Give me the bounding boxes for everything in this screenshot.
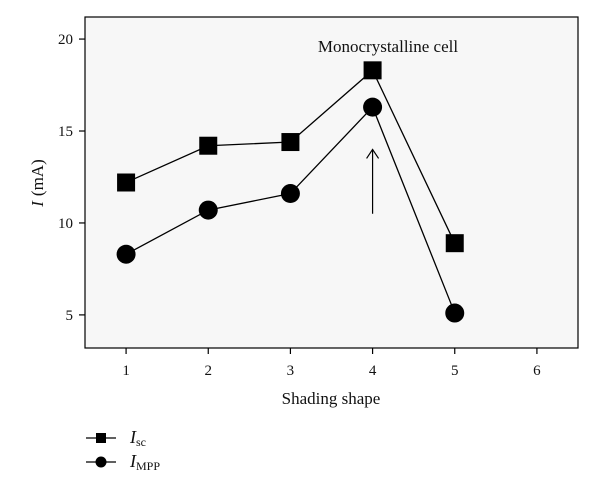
x-tick-label: 4	[369, 363, 377, 379]
arrow-head	[366, 148, 380, 159]
data-point-mpp	[363, 97, 383, 117]
legend-label-impp: IMPP	[129, 451, 160, 473]
legend-label-isc-sub: sc	[136, 435, 146, 449]
data-point-mpp	[198, 200, 218, 220]
x-tick-label: 5	[451, 363, 459, 379]
data-point-sc	[117, 173, 136, 192]
data-point-sc	[199, 136, 218, 155]
legend-item-impp: IMPP	[86, 451, 160, 473]
legend-label-isc-main: I	[129, 427, 137, 447]
y-axis-title-unit: (mA)	[28, 159, 47, 196]
data-point-sc	[281, 133, 300, 152]
y-tick-label: 10	[58, 216, 73, 232]
x-tick-label: 2	[205, 363, 213, 379]
data-point-mpp	[280, 184, 300, 204]
x-tick-label: 6	[533, 363, 541, 379]
y-tick-label: 5	[66, 308, 74, 324]
data-point-mpp	[445, 303, 465, 323]
legend-marker-circle	[95, 456, 107, 468]
x-axis: 1 2 3 4 5 6	[122, 348, 541, 379]
legend-item-isc: Isc	[86, 427, 146, 449]
legend-label-isc: Isc	[129, 427, 146, 449]
x-tick-label: 1	[122, 363, 130, 379]
legend-marker-square	[96, 433, 106, 443]
series-layer	[116, 61, 465, 323]
data-point-sc	[363, 61, 382, 80]
legend-label-impp-sub: MPP	[136, 459, 160, 473]
data-point-sc	[445, 234, 464, 253]
legend: Isc IMPP	[86, 427, 160, 473]
y-tick-label: 20	[58, 32, 73, 48]
annotation-text: Monocrystalline cell	[318, 37, 458, 56]
annotation-arrow	[366, 148, 380, 214]
legend-label-impp-main: I	[129, 451, 137, 471]
x-tick-label: 3	[287, 363, 295, 379]
y-axis: 5 10 15 20	[58, 32, 85, 324]
data-point-mpp	[116, 244, 136, 264]
x-axis-title: Shading shape	[282, 389, 381, 408]
y-axis-title-symbol: I	[28, 200, 47, 208]
y-axis-title: I (mA)	[28, 159, 47, 208]
plot-area	[84, 16, 579, 349]
y-tick-label: 15	[58, 124, 73, 140]
